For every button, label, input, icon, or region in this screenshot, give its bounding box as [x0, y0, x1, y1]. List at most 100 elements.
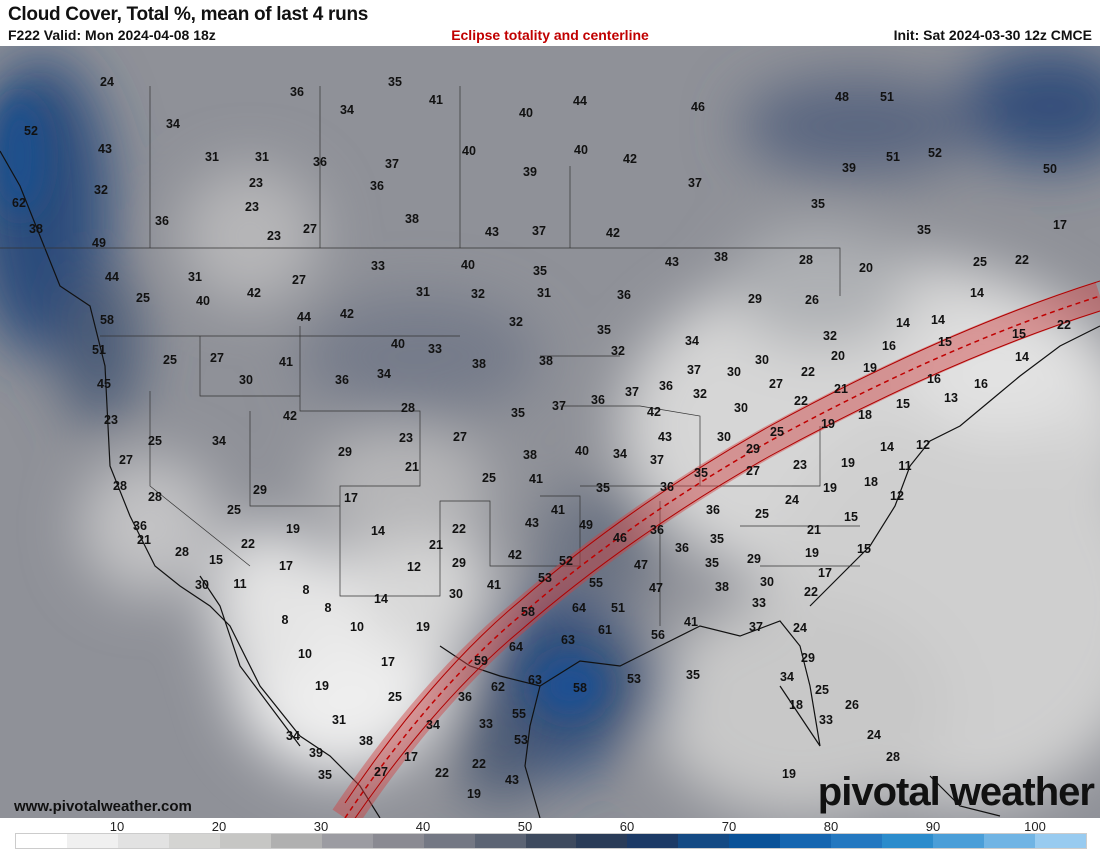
cloud-cover-map[interactable]: 24 35 36 41 40 44 46 48 51 52 34 34 43 31 31 36 37 40 40 42… — [0, 46, 1100, 818]
cloud-cover-value: 15 — [938, 335, 952, 349]
cloud-cover-value: 53 — [627, 672, 641, 686]
cloud-cover-value: 62 — [12, 196, 26, 210]
colorbar-swatch — [1035, 834, 1087, 848]
cloud-cover-value: 31 — [255, 150, 269, 164]
cloud-cover-value: 30 — [717, 430, 731, 444]
cloud-cover-value: 25 — [973, 255, 987, 269]
cloud-cover-value: 19 — [782, 767, 796, 781]
cloud-cover-value: 21 — [807, 523, 821, 537]
cloud-cover-value: 18 — [864, 475, 878, 489]
overlay-label: Eclipse totality and centerline — [451, 27, 649, 43]
colorbar-swatch — [678, 834, 730, 848]
cloud-cover-value: 63 — [528, 673, 542, 687]
cloud-cover-value: 8 — [302, 583, 310, 597]
header: Cloud Cover, Total %, mean of last 4 run… — [0, 0, 1100, 46]
cloud-cover-value: 36 — [313, 155, 327, 169]
cloud-cover-value: 32 — [509, 315, 523, 329]
colorbar-swatch — [576, 834, 628, 848]
colorbar-swatch — [423, 834, 475, 848]
init-time: Init: Sat 2024-03-30 12z CMCE — [893, 27, 1092, 43]
cloud-cover-value: 22 — [794, 394, 808, 408]
cloud-cover-value: 38 — [523, 448, 537, 462]
cloud-cover-value: 32 — [611, 344, 625, 358]
cloud-cover-value: 38 — [29, 222, 43, 236]
cloud-cover-value: 36 — [591, 393, 605, 407]
cloud-cover-value: 11 — [898, 459, 912, 473]
cloud-cover-value: 43 — [505, 773, 519, 787]
cloud-cover-value: 40 — [519, 106, 533, 120]
cloud-cover-value: 24 — [867, 728, 881, 742]
cloud-cover-value: 25 — [755, 507, 769, 521]
cloud-cover-value: 14 — [880, 440, 894, 454]
cloud-cover-value: 30 — [734, 401, 748, 415]
cloud-cover-value: 31 — [416, 285, 430, 299]
colorbar-tick-label: 90 — [925, 819, 941, 834]
cloud-cover-value: 27 — [746, 464, 760, 478]
cloud-cover-value: 52 — [559, 554, 573, 568]
cloud-cover-value: 36 — [659, 379, 673, 393]
cloud-cover-value: 35 — [694, 466, 708, 480]
cloud-cover-value: 38 — [472, 357, 486, 371]
colorbar-tick-label: 10 — [109, 819, 125, 834]
cloud-cover-value: 38 — [539, 354, 553, 368]
colorbar-swatch — [729, 834, 781, 848]
cloud-cover-value: 40 — [462, 144, 476, 158]
cloud-cover-value: 41 — [529, 472, 543, 486]
cloud-cover-value: 14 — [970, 286, 984, 300]
cloud-cover-value: 40 — [461, 258, 475, 272]
cloud-cover-value: 19 — [805, 546, 819, 560]
cloud-cover-value: 23 — [399, 431, 413, 445]
cloud-cover-value: 28 — [799, 253, 813, 267]
cloud-cover-value: 28 — [148, 490, 162, 504]
cloud-cover-value: 29 — [747, 552, 761, 566]
cloud-cover-value: 47 — [634, 558, 648, 572]
cloud-cover-value: 27 — [119, 453, 133, 467]
map-title: Cloud Cover, Total %, mean of last 4 run… — [8, 4, 369, 25]
cloud-cover-value: 27 — [292, 273, 306, 287]
cloud-cover-value: 36 — [155, 214, 169, 228]
pivotal-weather-logo: pivotal weather — [817, 770, 1095, 814]
cloud-cover-value: 15 — [209, 553, 223, 567]
cloud-cover-value: 51 — [611, 601, 625, 615]
colorbar-swatch — [321, 834, 373, 848]
cloud-cover-value: 39 — [309, 746, 323, 760]
cloud-cover-value: 20 — [831, 349, 845, 363]
cloud-cover-value: 19 — [315, 679, 329, 693]
cloud-cover-value: 34 — [377, 367, 391, 381]
colorbar-tick-label: 70 — [721, 819, 737, 834]
cloud-cover-value: 14 — [371, 524, 385, 538]
cloud-cover-value: 17 — [279, 559, 293, 573]
cloud-cover-value: 23 — [245, 200, 259, 214]
cloud-cover-value: 40 — [574, 143, 588, 157]
cloud-cover-value: 40 — [391, 337, 405, 351]
cloud-cover-value: 34 — [166, 117, 180, 131]
cloud-cover-value: 42 — [647, 405, 661, 419]
colorbar-swatch — [372, 834, 424, 848]
cloud-cover-value: 12 — [407, 560, 421, 574]
cloud-cover-value: 41 — [487, 578, 501, 592]
colorbar-tick-label: 30 — [313, 819, 329, 834]
borders — [0, 86, 860, 626]
cloud-cover-value: 30 — [760, 575, 774, 589]
cloud-cover-value: 28 — [175, 545, 189, 559]
cloud-cover-value: 31 — [188, 270, 202, 284]
cloud-cover-value: 28 — [401, 401, 415, 415]
cloud-cover-value: 30 — [727, 365, 741, 379]
cloud-cover-value: 17 — [381, 655, 395, 669]
cloud-cover-value: 36 — [370, 179, 384, 193]
cloud-cover-value: 37 — [625, 385, 639, 399]
cloud-cover-value: 35 — [511, 406, 525, 420]
cloud-cover-value: 35 — [811, 197, 825, 211]
cloud-cover-value: 15 — [844, 510, 858, 524]
cloud-cover-value: 30 — [449, 587, 463, 601]
cloud-cover-value: 40 — [575, 444, 589, 458]
colorbar-swatch — [16, 834, 67, 848]
cloud-cover-value: 36 — [617, 288, 631, 302]
cloud-cover-value: 14 — [896, 316, 910, 330]
cloud-cover-value: 22 — [801, 365, 815, 379]
cloud-cover-value: 25 — [148, 434, 162, 448]
cloud-cover-value: 34 — [212, 434, 226, 448]
cloud-cover-value: 31 — [332, 713, 346, 727]
colorbar-swatch — [66, 834, 118, 848]
cloud-cover-value: 37 — [385, 157, 399, 171]
